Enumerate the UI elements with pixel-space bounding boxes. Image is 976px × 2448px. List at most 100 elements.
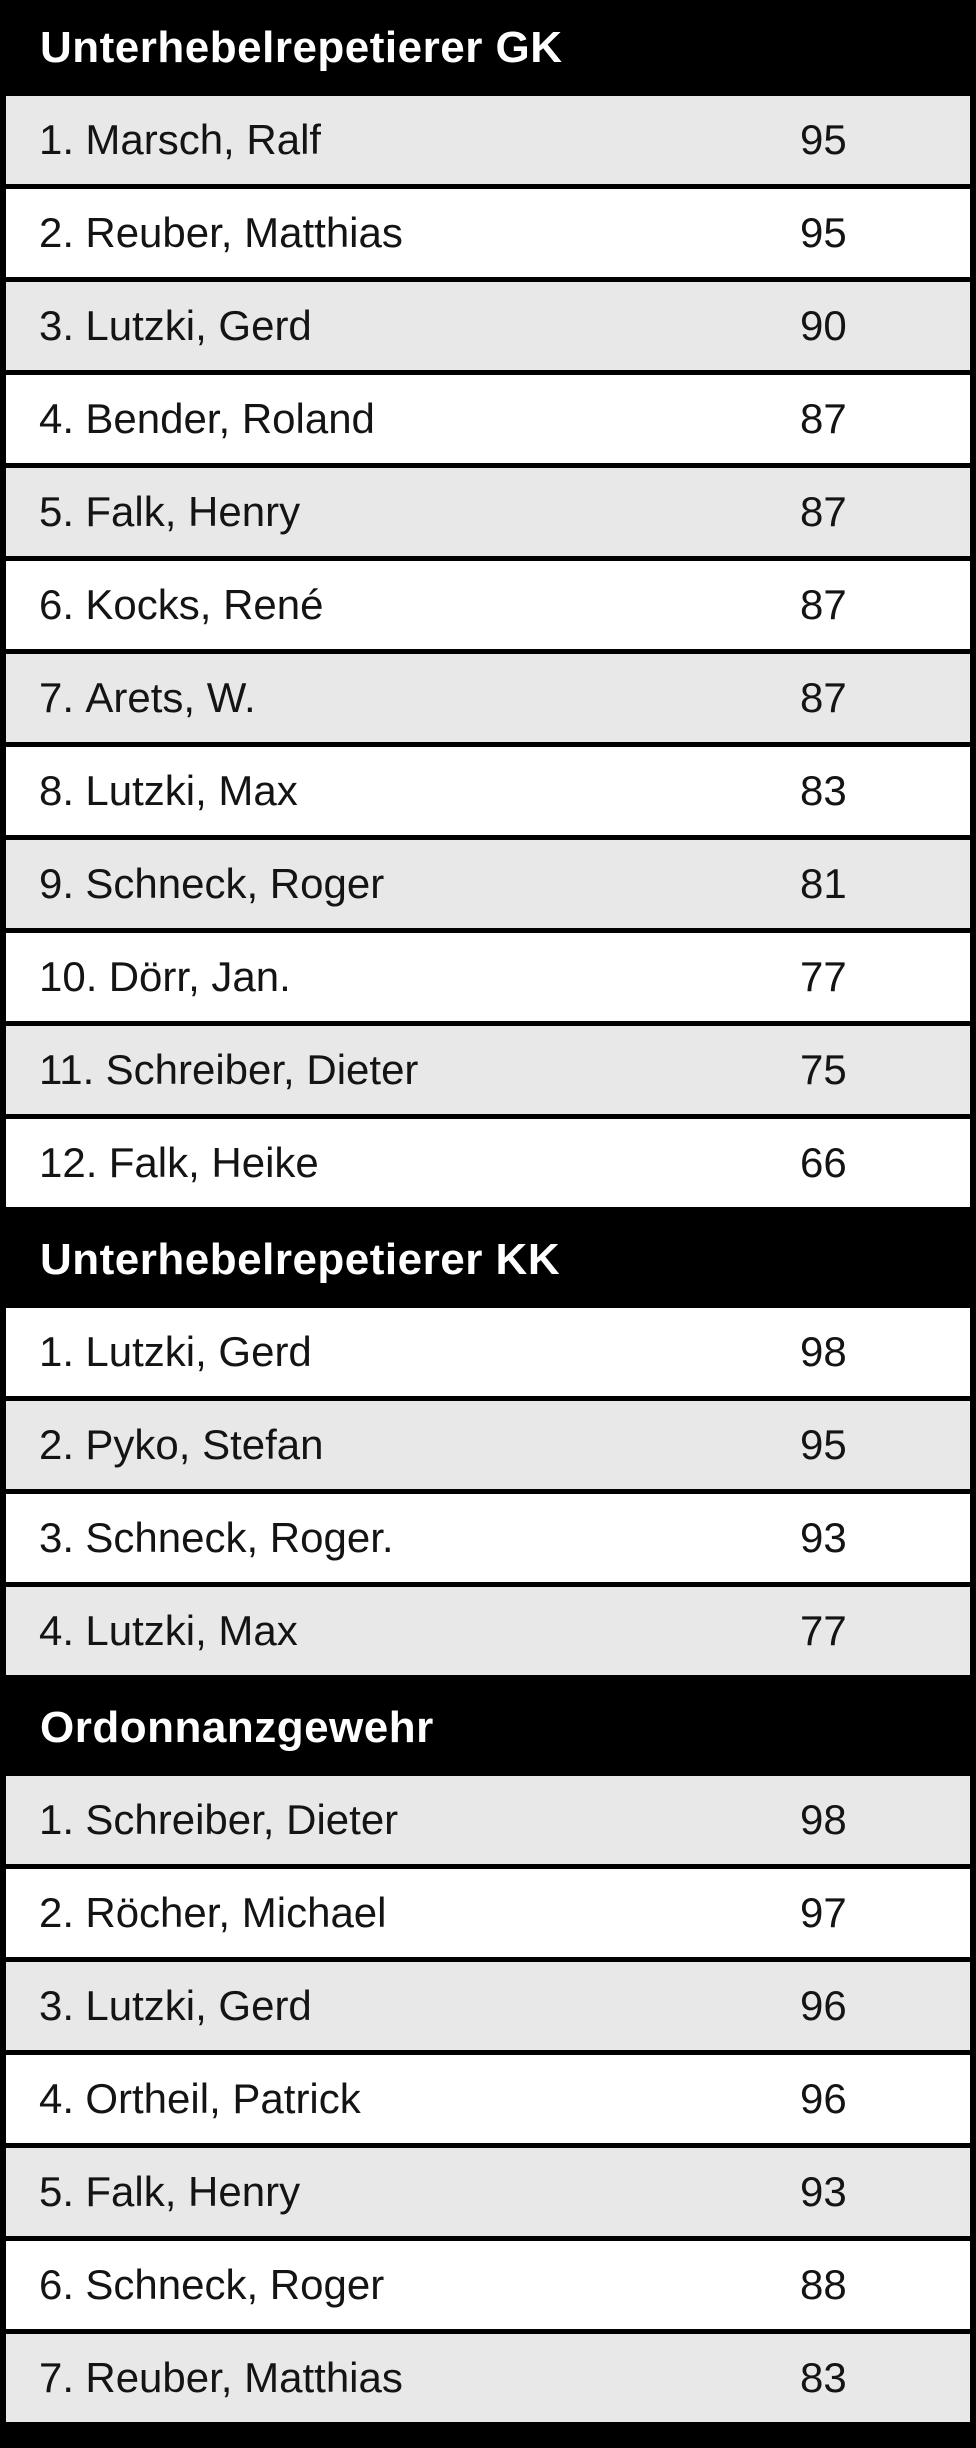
row-name: Reuber, Matthias: [85, 2354, 403, 2401]
result-row: 2. Reuber, Matthias 95: [6, 189, 970, 282]
results-section: Unterhebelrepetierer GK 1. Marsch, Ralf …: [6, 0, 970, 1212]
row-rank: 6.: [39, 581, 75, 628]
row-rank: 1.: [39, 116, 75, 163]
row-rank: 1.: [39, 1328, 75, 1375]
row-score: 98: [800, 1328, 847, 1375]
result-row: 2. Pyko, Stefan 95: [6, 1401, 970, 1494]
section-rows: 1. Marsch, Ralf 95 2. Reuber, Matthias 9…: [6, 96, 970, 1212]
row-score: 93: [800, 1514, 847, 1561]
row-rank: 4.: [39, 1607, 75, 1654]
row-rank: 2.: [39, 1889, 75, 1936]
section-header: Unterhebelrepetierer GK: [6, 0, 970, 96]
result-row: 2. Röcher, Michael 97: [6, 1869, 970, 1962]
row-rank: 5.: [39, 2168, 75, 2215]
row-name: Lutzki, Max: [85, 1607, 298, 1654]
row-rank: 8.: [39, 767, 75, 814]
row-rank: 7.: [39, 2354, 75, 2401]
section-rows: 1. Lutzki, Gerd 98 2. Pyko, Stefan 95 3.…: [6, 1308, 970, 1680]
row-rank: 2.: [39, 209, 75, 256]
row-name: Falk, Heike: [108, 1139, 319, 1186]
row-score: 83: [800, 767, 847, 814]
row-score: 77: [800, 1607, 847, 1654]
row-score: 87: [800, 488, 847, 535]
result-row: 5. Falk, Henry 87: [6, 468, 970, 561]
row-name: Lutzki, Max: [85, 767, 298, 814]
row-score: 83: [800, 2354, 847, 2401]
row-rank: 5.: [39, 488, 75, 535]
row-name: Bender, Roland: [85, 395, 375, 442]
row-name: Schreiber, Dieter: [85, 1796, 399, 1843]
row-score: 87: [800, 674, 847, 721]
row-name: Marsch, Ralf: [85, 116, 322, 163]
row-name: Schreiber, Dieter: [105, 1046, 419, 1093]
result-row: 9. Schneck, Roger 81: [6, 840, 970, 933]
section-rows: 1. Schreiber, Dieter 98 2. Röcher, Micha…: [6, 1776, 970, 2427]
row-score: 77: [800, 953, 847, 1000]
results-section: Unterhebelrepetierer KK 1. Lutzki, Gerd …: [6, 1212, 970, 1680]
row-score: 95: [800, 209, 847, 256]
row-score: 95: [800, 116, 847, 163]
result-row: 1. Lutzki, Gerd 98: [6, 1308, 970, 1401]
result-row: 4. Ortheil, Patrick 96: [6, 2055, 970, 2148]
result-row: 12. Falk, Heike 66: [6, 1119, 970, 1212]
row-name: Reuber, Matthias: [85, 209, 403, 256]
row-score: 96: [800, 1982, 847, 2029]
result-row: 6. Schneck, Roger 88: [6, 2241, 970, 2334]
row-rank: 4.: [39, 2075, 75, 2122]
row-name: Dörr, Jan.: [108, 953, 291, 1000]
row-name: Röcher, Michael: [85, 1889, 387, 1936]
row-score: 88: [800, 2261, 847, 2308]
results-section: Ordonnanzgewehr 1. Schreiber, Dieter 98 …: [6, 1680, 970, 2427]
result-row: 1. Marsch, Ralf 95: [6, 96, 970, 189]
row-name: Kocks, René: [85, 581, 324, 628]
row-score: 96: [800, 2075, 847, 2122]
result-row: 10. Dörr, Jan. 77: [6, 933, 970, 1026]
row-name: Falk, Henry: [85, 488, 301, 535]
result-row: 7. Reuber, Matthias 83: [6, 2334, 970, 2427]
section-title: Ordonnanzgewehr: [40, 1703, 434, 1752]
result-row: 8. Lutzki, Max 83: [6, 747, 970, 840]
row-rank: 2.: [39, 1421, 75, 1468]
row-score: 66: [800, 1139, 847, 1186]
row-score: 95: [800, 1421, 847, 1468]
result-row: 3. Schneck, Roger. 93: [6, 1494, 970, 1587]
result-row: 5. Falk, Henry 93: [6, 2148, 970, 2241]
row-score: 90: [800, 302, 847, 349]
row-name: Schneck, Roger: [85, 860, 385, 907]
result-row: 4. Lutzki, Max 77: [6, 1587, 970, 1680]
result-row: 4. Bender, Roland 87: [6, 375, 970, 468]
row-score: 87: [800, 581, 847, 628]
row-rank: 7.: [39, 674, 75, 721]
row-name: Lutzki, Gerd: [85, 1982, 312, 2029]
result-row: 3. Lutzki, Gerd 90: [6, 282, 970, 375]
row-rank: 9.: [39, 860, 75, 907]
result-row: 11. Schreiber, Dieter 75: [6, 1026, 970, 1119]
row-rank: 1.: [39, 1796, 75, 1843]
row-name: Pyko, Stefan: [85, 1421, 324, 1468]
row-score: 97: [800, 1889, 847, 1936]
result-row: 7. Arets, W. 87: [6, 654, 970, 747]
row-name: Schneck, Roger.: [85, 1514, 394, 1561]
row-name: Lutzki, Gerd: [85, 302, 312, 349]
row-rank: 3.: [39, 1982, 75, 2029]
row-score: 98: [800, 1796, 847, 1843]
row-score: 93: [800, 2168, 847, 2215]
row-rank: 11.: [39, 1046, 95, 1093]
row-score: 75: [800, 1046, 847, 1093]
row-rank: 10.: [39, 953, 98, 1000]
row-name: Schneck, Roger: [85, 2261, 385, 2308]
row-score: 81: [800, 860, 847, 907]
row-name: Arets, W.: [85, 674, 256, 721]
result-row: 6. Kocks, René 87: [6, 561, 970, 654]
row-name: Lutzki, Gerd: [85, 1328, 312, 1375]
row-rank: 6.: [39, 2261, 75, 2308]
row-rank: 3.: [39, 1514, 75, 1561]
section-title: Unterhebelrepetierer KK: [40, 1235, 561, 1284]
result-row: 1. Schreiber, Dieter 98: [6, 1776, 970, 1869]
section-header: Ordonnanzgewehr: [6, 1680, 970, 1776]
row-rank: 12.: [39, 1139, 98, 1186]
section-header: Unterhebelrepetierer KK: [6, 1212, 970, 1308]
section-title: Unterhebelrepetierer GK: [40, 23, 563, 72]
row-score: 87: [800, 395, 847, 442]
